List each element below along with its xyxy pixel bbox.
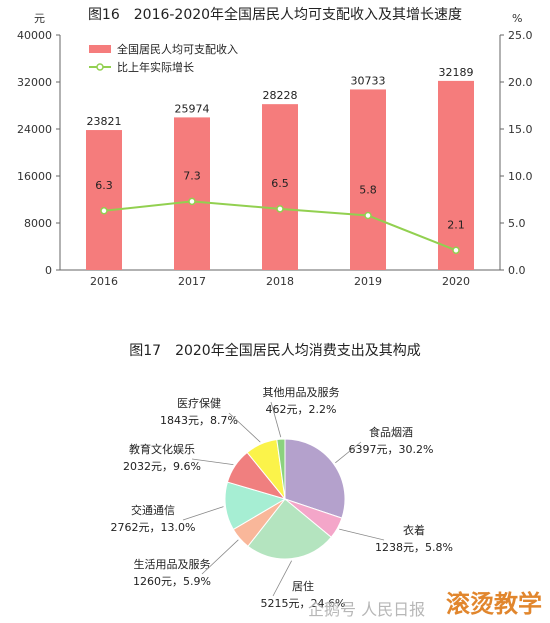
watermark: 企鹅号 人民日报 — [308, 600, 426, 619]
pie-label-value: 462元，2.2% — [266, 403, 337, 416]
growth-value-label: 5.8 — [359, 183, 377, 196]
growth-value-label: 2.1 — [447, 218, 465, 231]
y-left-tick-label: 16000 — [17, 170, 52, 183]
bar-2018 — [262, 104, 298, 271]
legend-label-income: 全国居民人均可支配收入 — [117, 42, 238, 56]
pie-slice-食品烟酒 — [284, 438, 346, 519]
x-tick-label: 2019 — [354, 275, 382, 288]
y-left-tick-label: 8000 — [24, 217, 52, 230]
pie-slice-居住 — [247, 498, 332, 560]
pie-leader-line — [228, 412, 261, 443]
pie-label-value: 1238元，5.8% — [375, 541, 453, 554]
bar-value-label: 23821 — [87, 115, 122, 128]
x-tick-label: 2017 — [178, 275, 206, 288]
pie-label-value: 2762元，13.0% — [111, 521, 196, 534]
pie-label-name: 交通通信 — [131, 503, 175, 517]
pie-label-value: 5215元，24.6% — [261, 597, 346, 610]
pie-label-name: 其他用品及服务 — [263, 386, 340, 399]
growth-point — [452, 246, 460, 255]
pie-label-name: 教育文化娱乐 — [129, 442, 195, 456]
pie-label-value: 6397元，30.2% — [349, 443, 434, 456]
pie-leader-line — [182, 506, 224, 521]
pie-label-name: 居住 — [292, 579, 314, 593]
bar-2016 — [86, 130, 122, 270]
bar-value-label: 25974 — [175, 102, 210, 115]
x-tick-label: 2020 — [442, 275, 470, 288]
bar-2020 — [438, 80, 474, 271]
bar-value-label: 30733 — [351, 74, 386, 87]
pie-label-value: 1260元，5.9% — [133, 575, 211, 588]
growth-value-label: 7.3 — [183, 169, 201, 182]
y-left-tick-label: 32000 — [17, 76, 52, 89]
y-right-unit: % — [512, 12, 522, 25]
legend-label-growth: 比上年实际增长 — [117, 60, 194, 74]
growth-point — [188, 197, 196, 206]
pie-leader-line — [270, 401, 282, 438]
pie-leader-line — [335, 441, 362, 464]
pie-leader-line — [339, 528, 385, 541]
legend-marker-growth — [96, 63, 104, 71]
y-left-tick-label: 0 — [45, 264, 52, 277]
income-combo-chart: 0 8000 16000 24000 32000 40000 0.0 5.0 10.0 15.0 2… — [17, 12, 533, 288]
bar-2017 — [174, 117, 210, 271]
pie-label-name: 食品烟酒 — [369, 425, 413, 439]
brand-logo: 滚烫教学 — [446, 590, 542, 618]
pie-slice-其他用品及服务 — [276, 438, 286, 500]
bar-2019 — [350, 89, 386, 270]
pie-leader-line — [201, 539, 239, 575]
chart-title-consumption: 图17 2020年全国居民人均消费支出及其构成 — [129, 343, 421, 359]
growth-point — [364, 211, 372, 220]
pie-label-name: 衣着 — [403, 523, 425, 537]
bar-value-label: 28228 — [263, 89, 298, 102]
y-right-tick-label: 0.0 — [508, 264, 526, 277]
y-right-tick-label: 25.0 — [508, 29, 533, 42]
x-tick-label: 2016 — [90, 275, 118, 288]
growth-value-label: 6.5 — [271, 177, 289, 190]
y-right-tick-label: 15.0 — [508, 123, 533, 136]
pie-leader-line — [191, 458, 234, 466]
chart-title-income: 图16 2016-2020年全国居民人均可支配收入及其增长速度 — [87, 7, 463, 23]
pie-label-value: 1843元，8.7% — [160, 414, 238, 427]
y-left-tick-label: 24000 — [17, 123, 52, 136]
y-right-tick-label: 20.0 — [508, 76, 533, 89]
growth-point — [100, 207, 108, 215]
y-right-tick-label: 10.0 — [508, 170, 533, 183]
legend-swatch-income — [89, 45, 111, 53]
growth-point — [276, 205, 284, 213]
pie-label-value: 2032元，9.6% — [123, 460, 201, 473]
y-left-unit: 元 — [34, 12, 45, 25]
pie-label-name: 医疗保健 — [177, 396, 221, 410]
pie-leader-line — [272, 560, 292, 597]
x-tick-label: 2018 — [266, 275, 294, 288]
growth-value-label: 6.3 — [95, 179, 113, 192]
y-right-tick-label: 5.0 — [508, 217, 526, 230]
pie-label-name: 生活用品及服务 — [134, 557, 211, 571]
bar-value-label: 32189 — [439, 66, 474, 79]
y-left-tick-label: 40000 — [17, 29, 52, 42]
